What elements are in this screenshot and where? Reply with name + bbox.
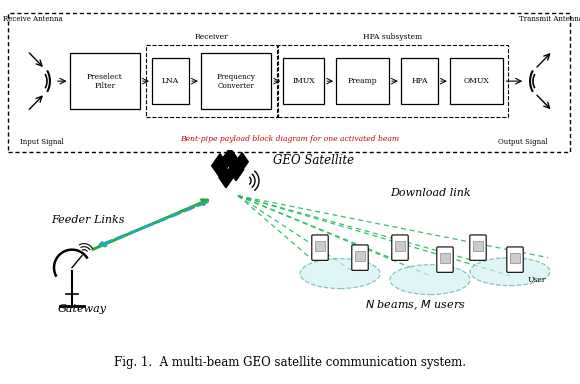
Text: Frequency
Converter: Frequency Converter (216, 73, 256, 90)
FancyBboxPatch shape (450, 58, 503, 104)
FancyBboxPatch shape (437, 247, 453, 272)
FancyBboxPatch shape (440, 253, 450, 263)
Ellipse shape (390, 265, 470, 295)
Polygon shape (219, 168, 233, 188)
FancyBboxPatch shape (473, 241, 483, 251)
FancyBboxPatch shape (392, 235, 408, 260)
Polygon shape (235, 153, 248, 171)
Text: User: User (528, 276, 546, 284)
FancyBboxPatch shape (507, 247, 523, 272)
Text: Transmit Antenna: Transmit Antenna (519, 15, 580, 23)
Text: HPA subsystem: HPA subsystem (363, 33, 422, 41)
FancyBboxPatch shape (355, 251, 365, 261)
Text: Receive Antenna: Receive Antenna (3, 15, 63, 23)
Text: Preamp: Preamp (347, 77, 378, 85)
Polygon shape (223, 148, 237, 168)
FancyBboxPatch shape (401, 58, 438, 104)
FancyBboxPatch shape (152, 58, 189, 104)
Text: Fig. 1.  A multi-beam GEO satellite communication system.: Fig. 1. A multi-beam GEO satellite commu… (114, 356, 466, 369)
FancyBboxPatch shape (336, 58, 389, 104)
Text: Preselect
Filter: Preselect Filter (87, 73, 122, 90)
Text: Receiver: Receiver (195, 33, 229, 41)
Text: IMUX: IMUX (292, 77, 315, 85)
Text: Gateway: Gateway (57, 304, 107, 314)
Text: LNA: LNA (162, 77, 179, 85)
Text: OMUX: OMUX (463, 77, 489, 85)
Polygon shape (212, 154, 229, 178)
FancyBboxPatch shape (352, 245, 368, 270)
FancyBboxPatch shape (283, 58, 324, 104)
Text: Output Signal: Output Signal (498, 137, 548, 146)
FancyBboxPatch shape (312, 235, 328, 260)
Text: Bent-pipe payload block diagram for one activated beam: Bent-pipe payload block diagram for one … (180, 134, 400, 142)
Text: Input Signal: Input Signal (20, 137, 64, 146)
Ellipse shape (470, 258, 550, 286)
FancyBboxPatch shape (315, 241, 325, 251)
FancyBboxPatch shape (70, 53, 140, 109)
Text: Download link: Download link (390, 188, 470, 198)
FancyBboxPatch shape (470, 235, 486, 260)
FancyBboxPatch shape (395, 241, 405, 251)
Text: $N$ beams, $M$ users: $N$ beams, $M$ users (365, 299, 465, 312)
Polygon shape (229, 159, 244, 181)
Text: HPA: HPA (411, 77, 427, 85)
Text: GEO Satellite: GEO Satellite (273, 154, 354, 167)
Ellipse shape (300, 259, 380, 289)
FancyBboxPatch shape (510, 253, 520, 263)
FancyBboxPatch shape (201, 53, 271, 109)
Text: Feeder Links: Feeder Links (51, 215, 125, 225)
